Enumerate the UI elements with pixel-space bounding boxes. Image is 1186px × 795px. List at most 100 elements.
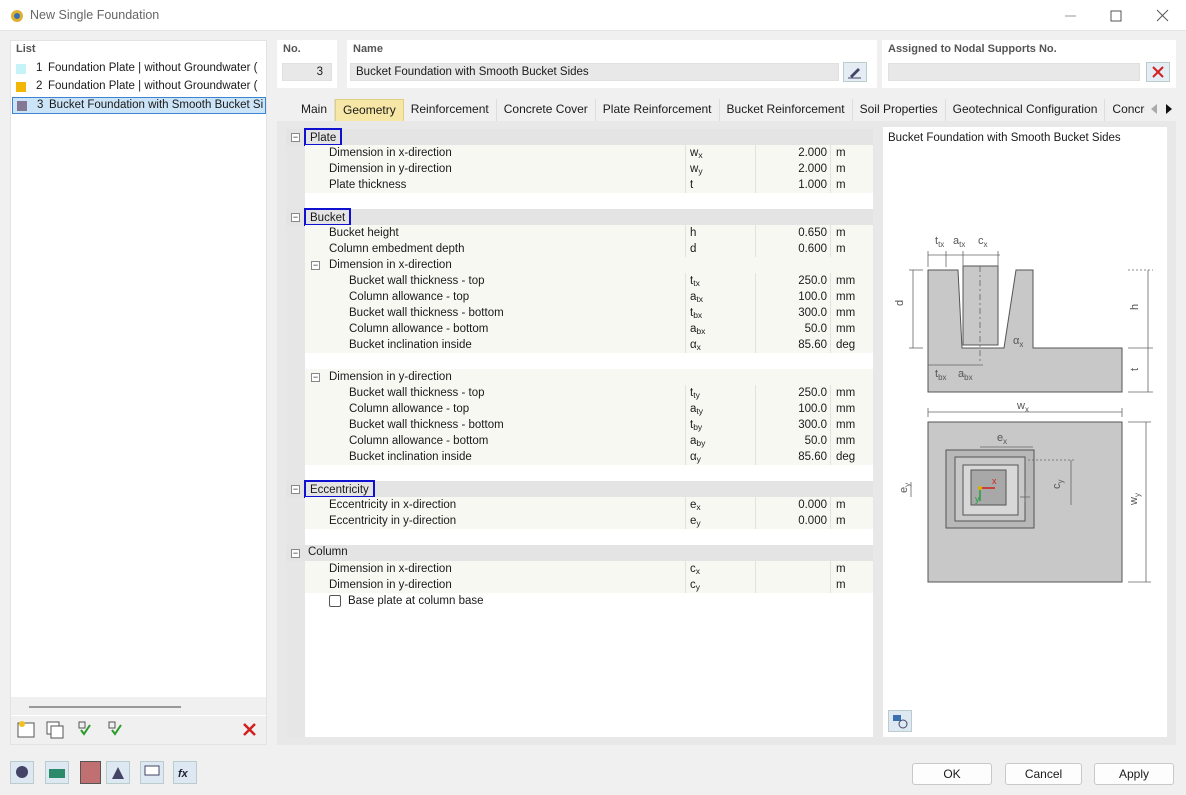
column-divider: [685, 449, 686, 465]
column-divider: [685, 177, 686, 193]
column-divider: [830, 161, 831, 177]
property-symbol-letter: a: [690, 403, 697, 415]
property-value[interactable]: 0.650: [798, 227, 827, 239]
property-value[interactable]: 1.000: [798, 179, 827, 191]
window-controls[interactable]: [1060, 6, 1180, 26]
property-symbol-sub: bx: [693, 310, 703, 320]
property-row: Bucket inclination inside αx 85.60 deg: [305, 337, 873, 354]
collapse-toggle[interactable]: −: [291, 132, 300, 142]
plan-axes: [978, 486, 995, 501]
property-value[interactable]: 100.0: [798, 291, 827, 303]
title-bar: New Single Foundation: [0, 0, 1186, 31]
tab[interactable]: Geometry: [335, 99, 404, 121]
property-value[interactable]: 2.000: [798, 163, 827, 175]
column-divider: [755, 561, 756, 577]
property-row: Bucket wall thickness - top tty 250.0 mm: [305, 385, 873, 402]
section-header: [286, 545, 873, 561]
property-value[interactable]: 85.60: [798, 451, 827, 463]
property-unit: mm: [836, 435, 856, 447]
property-symbol: aby: [690, 435, 705, 448]
property-value[interactable]: 50.0: [804, 323, 827, 335]
property-unit: mm: [836, 419, 856, 431]
dimension-label-letter: y: [975, 494, 980, 504]
property-value[interactable]: 50.0: [804, 435, 827, 447]
property-value[interactable]: 2.000: [798, 147, 827, 159]
preview-panel: Bucket Foundation with Smooth Bucket Sid…: [883, 127, 1167, 737]
dialog-button[interactable]: Apply: [1094, 763, 1174, 785]
property-unit: m: [836, 579, 846, 591]
tab[interactable]: Concrete Cover: [497, 99, 596, 121]
dimension-label: t: [1129, 368, 1141, 371]
property-unit: mm: [836, 323, 856, 335]
scrollbar[interactable]: [11, 697, 266, 715]
property-value[interactable]: 0.000: [798, 515, 827, 527]
tab[interactable]: Main: [294, 99, 336, 121]
checkbox[interactable]: [329, 595, 341, 607]
section-header: [286, 129, 873, 145]
dimension-label-sub: tx: [959, 240, 965, 249]
property-symbol: αy: [690, 451, 701, 464]
list-toolbar-icons[interactable]: [17, 720, 267, 742]
pick-button[interactable]: [1146, 62, 1170, 82]
name-box: Name Bucket Foundation with Smooth Bucke…: [347, 40, 877, 88]
property-symbol-sub: x: [698, 150, 703, 160]
property-symbol: aty: [690, 403, 703, 416]
list-item[interactable]: 2 Foundation Plate | without Groundwater …: [12, 79, 266, 96]
section-header: [286, 481, 873, 497]
dimension-label-letter: a: [953, 235, 960, 247]
collapse-toggle[interactable]: −: [291, 484, 300, 494]
collapse-toggle[interactable]: −: [311, 260, 320, 270]
collapse-toggle[interactable]: −: [291, 548, 300, 558]
tab[interactable]: Reinforcement: [404, 99, 497, 121]
collapse-toggle[interactable]: −: [291, 212, 300, 222]
property-symbol-letter: α: [690, 339, 697, 351]
tab[interactable]: Plate Reinforcement: [596, 99, 720, 121]
property-value[interactable]: 250.0: [798, 275, 827, 287]
property-label: Bucket wall thickness - top: [349, 275, 485, 287]
group-title: Dimension in y-direction: [329, 371, 452, 383]
column-divider: [685, 289, 686, 305]
property-value[interactable]: 300.0: [798, 307, 827, 319]
dimension-label: tbx: [935, 368, 947, 382]
property-value[interactable]: 100.0: [798, 403, 827, 415]
column-divider: [755, 177, 756, 193]
name-field[interactable]: Bucket Foundation with Smooth Bucket Sid…: [350, 63, 839, 81]
property-value[interactable]: 0.000: [798, 499, 827, 511]
list-item-color: [16, 82, 26, 92]
column-divider: [830, 513, 831, 529]
assigned-field[interactable]: [888, 63, 1140, 81]
collapse-toggle[interactable]: −: [311, 372, 320, 382]
no-field[interactable]: 3: [282, 63, 332, 81]
tab[interactable]: Soil Properties: [853, 99, 946, 121]
bottom-toolbar[interactable]: fx: [10, 761, 200, 785]
tab[interactable]: Bucket Reinforcement: [720, 99, 853, 121]
tab[interactable]: Geotechnical Configuration: [946, 99, 1106, 121]
property-symbol: atx: [690, 291, 703, 304]
property-value[interactable]: 0.600: [798, 243, 827, 255]
dialog-button[interactable]: Cancel: [1005, 763, 1082, 785]
preview-options[interactable]: [888, 710, 912, 732]
edit-button[interactable]: [843, 62, 867, 82]
property-unit: mm: [836, 307, 856, 319]
list-item[interactable]: 3 Bucket Foundation with Smooth Bucket Si: [12, 97, 266, 114]
tab[interactable]: Concrete: [1105, 99, 1145, 121]
tab-scroll[interactable]: [1148, 101, 1176, 117]
name-label: Name: [353, 43, 383, 55]
dimension-label-sub: y: [1056, 480, 1065, 484]
dialog-button[interactable]: OK: [912, 763, 992, 785]
column-divider: [830, 225, 831, 241]
property-row: Dimension in x-direction wx 2.000 m: [305, 145, 873, 162]
property-unit: m: [836, 147, 846, 159]
property-value[interactable]: 300.0: [798, 419, 827, 431]
property-symbol-sub: x: [696, 342, 701, 352]
list-item[interactable]: 1 Foundation Plate | without Groundwater …: [12, 61, 266, 78]
property-value[interactable]: 85.60: [798, 339, 827, 351]
dimension-label: ey: [898, 483, 912, 493]
column-divider: [685, 241, 686, 257]
list-item-no: 1: [36, 62, 43, 74]
column-divider: [755, 577, 756, 593]
dimension-label-letter: e: [997, 432, 1003, 444]
property-symbol-letter: h: [690, 227, 697, 239]
property-unit: mm: [836, 275, 856, 287]
property-value[interactable]: 250.0: [798, 387, 827, 399]
